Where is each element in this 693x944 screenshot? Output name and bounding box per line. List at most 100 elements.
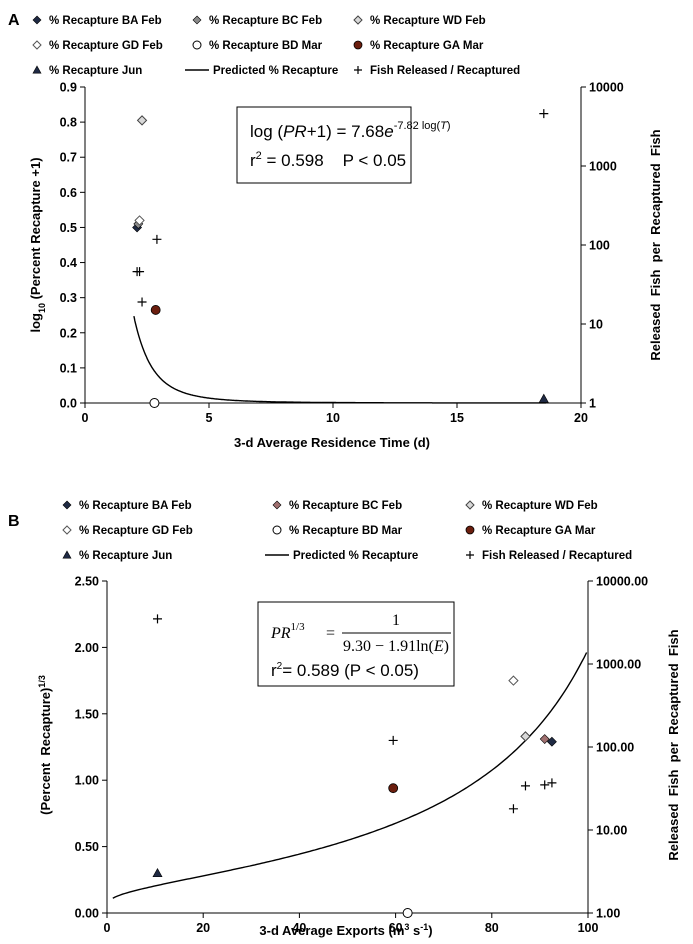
data-point-fish-released-recaptured [508,804,518,814]
panel-b-label: B [8,513,20,530]
legend-item-recapture-gd-feb: % Recapture GD Feb [32,40,163,52]
legend-marker [353,40,363,50]
legend-label: % Recapture BD Mar [289,525,403,537]
y-tick-label: 1.50 [75,707,99,721]
data-point-recapture-wd-feb [136,115,148,126]
y2-tick-label: 100 [589,239,610,253]
x-tick-label: 20 [196,921,210,935]
x-tick-label: 80 [485,921,499,935]
legend-label: % Recapture BA Feb [49,15,162,27]
legend-item-recapture-jun: % Recapture Jun [62,550,172,562]
y-tick-label: 1.00 [75,774,99,788]
x-tick-label: 60 [389,921,403,935]
panel-a-equation-line2: r2 = 0.598 P < 0.05 [250,150,406,170]
data-point-recapture-gd-feb [508,675,519,686]
x-tick-label: 100 [578,921,599,935]
legend-label: Predicted % Recapture [213,65,338,77]
panel-b-y2-axis-label: Released Fish per Recaptured Fish [666,629,681,860]
x-tick-label: 10 [326,411,340,425]
panel-a-axes: 0 5 10 15 20 0.0 0.1 0.2 0.3 0.4 0.5 0.6 0.7 0.8 0.9 1 1… [60,81,624,426]
y-tick-label: 0.8 [60,116,77,130]
legend-label: % Recapture WD Feb [482,500,598,512]
legend-item-recapture-bd-mar: % Recapture BD Mar [192,40,323,52]
panel-a-y-axis-label: log10 (Percent Recapture +1) [28,157,47,332]
panel-a-y2-axis-label: Released Fish per Recaptured Fish [648,129,663,360]
y-tick-label: 2.00 [75,641,99,655]
legend-item-recapture-bc-feb: % Recapture BC Feb [272,500,402,512]
data-point-fish-released-recaptured [135,267,145,277]
predicted-recapture-curve [133,315,546,404]
panel-b-x-axis-label: 3-d Average Exports (m3 s-1) [259,922,432,938]
legend-marker [354,66,362,74]
legend-marker [192,40,202,50]
legend-label: % Recapture WD Feb [370,15,486,27]
y-tick-label: 0.2 [60,326,77,340]
predicted-recapture-curve [112,652,588,899]
legend-item-fish-released-recaptured: Fish Released / Recaptured [466,550,632,562]
legend-item-recapture-bc-feb: % Recapture BC Feb [192,15,322,27]
legend-marker [32,15,42,25]
legend-marker [32,40,42,50]
y-tick-label: 0.0 [60,397,77,411]
panel-b-equation-r2: r2= 0.589 (P < 0.05) [271,661,419,680]
data-point-recapture-bd-mar [402,908,413,918]
data-point-recapture-ga-mar [150,305,161,315]
y2-tick-label: 1000 [589,160,617,174]
data-point-fish-released-recaptured [153,614,163,624]
data-point-recapture-jun [152,868,163,878]
legend-marker [272,525,282,535]
x-tick-label: 40 [292,921,306,935]
y-tick-label: 0.00 [75,907,99,921]
panel-a-equation-line1: log (PR+1) = 7.68e-7.82 log(T) [250,120,451,141]
x-tick-label: 0 [82,411,89,425]
data-point-recapture-ba-feb [547,736,557,747]
legend-marker [62,500,72,510]
data-point-fish-released-recaptured [152,234,162,244]
panel-a-label: A [8,12,20,29]
legend-item-fish-released-recaptured: Fish Released / Recaptured [354,65,520,77]
legend-label: % Recapture BD Mar [209,40,323,52]
legend-label: % Recapture GD Feb [79,525,193,537]
x-tick-label: 15 [450,411,464,425]
legend-label: % Recapture BA Feb [79,500,192,512]
panel-a-legend: % Recapture BA Feb % Recapture BC Feb % Re… [32,15,520,77]
data-point-recapture-jun [538,393,549,403]
panel-b-equation-box: PR1/3 = 1 9.30 − 1.91ln(E) r2= 0.589 (P … [257,601,455,687]
data-point-recapture-bc-feb [539,734,550,744]
legend-item-recapture-ga-mar: % Recapture GA Mar [465,525,596,537]
panel-b-equation-numerator: 1 [392,612,400,629]
legend-marker [465,525,475,535]
legend-label: % Recapture GA Mar [482,525,596,537]
y-tick-label: 0.5 [60,221,77,235]
legend-item-recapture-ba-feb: % Recapture BA Feb [32,15,162,27]
panel-b-marks [112,614,588,918]
legend-label: % Recapture GD Feb [49,40,163,52]
panel-a: A % Recapture BA Feb% Recapture BC Feb% … [8,12,663,450]
legend-marker [62,550,72,559]
legend-item-recapture-ba-feb: % Recapture BA Feb [62,500,192,512]
panel-a-x-axis-label: 3-d Average Residence Time (d) [234,435,430,450]
legend-item-recapture-bd-mar: % Recapture BD Mar [272,525,403,537]
y-tick-label: 0.1 [60,361,77,375]
legend-marker [465,500,475,510]
data-point-fish-released-recaptured [547,778,557,788]
panel-b: B % Recapture BA Feb % Recapture BC Feb % … [8,500,681,938]
panel-b-y-axis-label: (Percent Recapture)1/3 [37,675,53,815]
y-tick-label: 0.6 [60,186,77,200]
y2-tick-label: 1000.00 [596,658,641,672]
legend-item-predicted-recapture: Predicted % Recapture [265,550,418,562]
legend-marker [192,15,202,25]
legend-label: % Recapture BC Feb [209,15,322,27]
legend-label: % Recapture Jun [79,550,172,562]
panel-b-equation-lhs: PR1/3 [270,621,305,642]
y2-tick-label: 100.00 [596,741,634,755]
x-tick-label: 0 [104,921,111,935]
x-tick-label: 5 [206,411,213,425]
data-point-recapture-gd-feb [134,215,145,226]
legend-marker [32,65,42,74]
y-tick-label: 0.7 [60,151,77,165]
y2-tick-label: 10000 [589,81,624,95]
legend-marker [272,500,282,510]
legend-item-recapture-ga-mar: % Recapture GA Mar [353,40,484,52]
